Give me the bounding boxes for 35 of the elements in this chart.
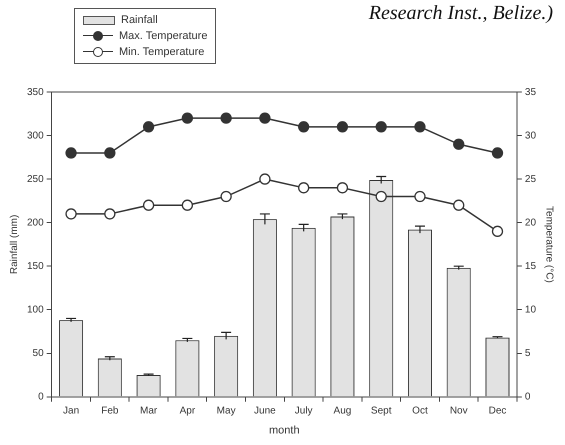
legend-label: Max. Temperature	[119, 30, 208, 42]
x-tick-label: Jan	[63, 406, 80, 417]
x-tick-label: Dec	[488, 406, 506, 417]
y-tick-label: 50	[32, 348, 44, 360]
y2-tick-label: 35	[524, 86, 536, 98]
y-axis-title: Rainfall (mm)	[8, 214, 20, 274]
x-tick-label: Oct	[412, 406, 428, 417]
y-tick-label: 200	[26, 217, 44, 228]
y-tick-label: 100	[26, 304, 44, 316]
legend-label: Rainfall	[121, 14, 158, 26]
x-tick-label: July	[294, 406, 313, 417]
x-tick-label: Mar	[140, 406, 158, 417]
x-tick-label: Sept	[370, 406, 392, 417]
y-tick-label: 350	[26, 86, 44, 98]
x-tick-label: Aug	[334, 406, 352, 417]
y2-tick-label: 10	[524, 304, 536, 316]
y2-tick-label: 15	[524, 260, 536, 272]
y2-tick-label: 5	[524, 348, 531, 360]
text: Research Inst., Belize.)	[368, 2, 553, 25]
x-tick-label: Apr	[180, 406, 196, 417]
y-tick-label: 250	[26, 174, 44, 185]
y2-tick-label: 20	[524, 217, 536, 228]
legend-label: Min. Temperature	[119, 46, 204, 58]
x-tick-label: May	[216, 406, 236, 417]
y-tick-label: 300	[26, 130, 44, 142]
y-tick-label: 150	[26, 260, 44, 272]
x-axis-title: month	[268, 424, 300, 436]
y2-tick-label: 30	[524, 130, 536, 142]
x-tick-label: June	[254, 406, 276, 417]
x-tick-label: Nov	[450, 406, 468, 417]
y-tick-label: 0	[38, 392, 44, 403]
y2-axis-title: Temperature (°C)	[543, 206, 554, 283]
x-tick-label: Feb	[101, 406, 119, 417]
y2-tick-label: 25	[524, 174, 536, 185]
y2-tick-label: 0	[524, 392, 531, 403]
